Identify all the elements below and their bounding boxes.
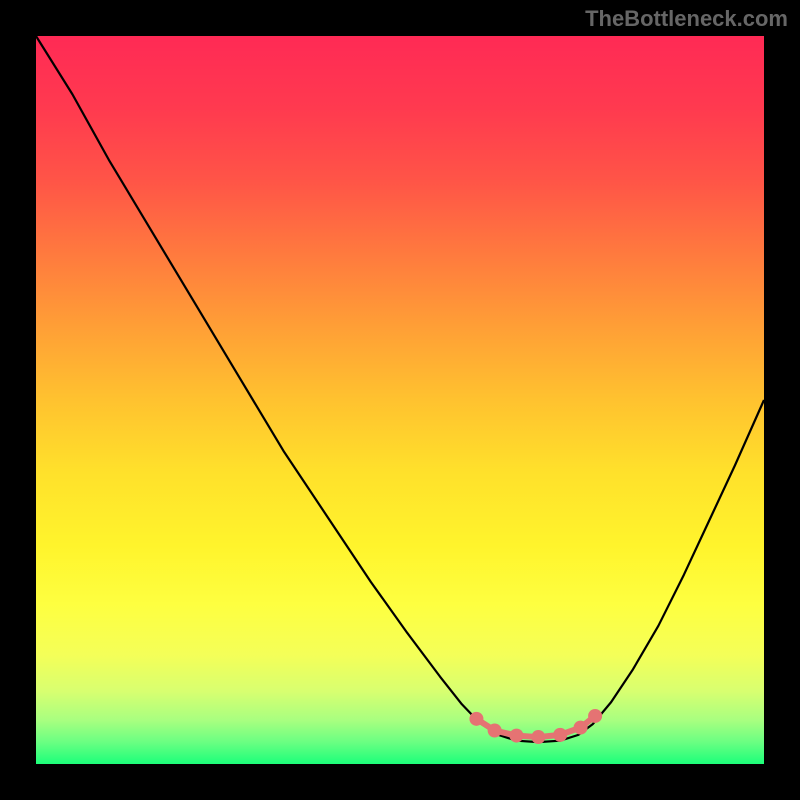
optimal-range-dot: [488, 724, 502, 738]
optimal-range-dot: [574, 721, 588, 735]
chart-area: [36, 36, 764, 764]
chart-svg: [36, 36, 764, 764]
optimal-range-dot: [553, 728, 567, 742]
watermark-text: TheBottleneck.com: [585, 6, 788, 32]
optimal-range-dot: [588, 709, 602, 723]
optimal-range-dot: [509, 729, 523, 743]
bottleneck-curve: [36, 36, 764, 742]
optimal-range-dot: [469, 712, 483, 726]
optimal-range-dot: [531, 730, 545, 744]
